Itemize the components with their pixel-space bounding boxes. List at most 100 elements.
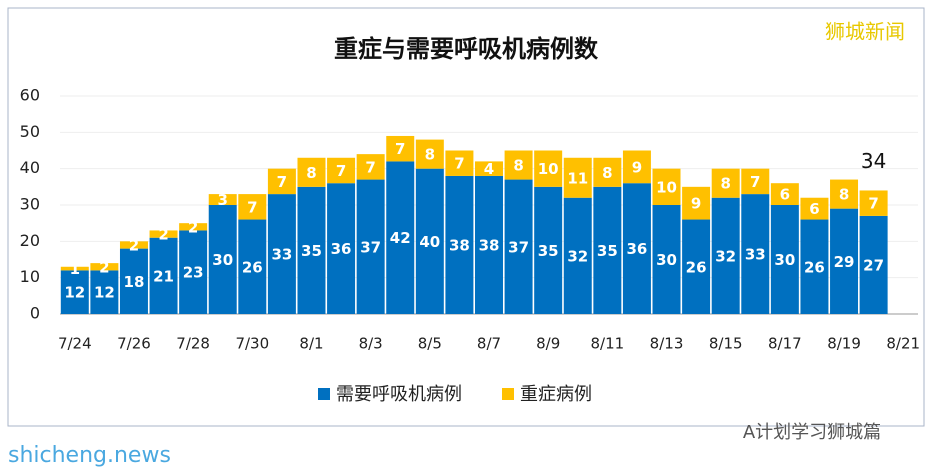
legend-swatch [502,388,514,400]
x-tick-label: 8/3 [359,335,383,353]
watermark: A计划学习狮城篇 [743,422,881,443]
value-label: 1 [70,260,80,278]
bar-segment [356,154,385,180]
value-label: 2 [99,258,109,276]
value-label: 7 [336,162,346,180]
y-tick-label: 60 [20,86,40,105]
bar-segment [830,208,859,314]
x-tick-label: 8/17 [768,335,802,353]
bar-segment [593,186,622,314]
x-tick-label: 7/26 [117,335,151,353]
x-tick-label: 8/7 [477,335,501,353]
x-tick-label: 8/1 [299,335,323,353]
value-label: 6 [809,200,819,218]
bar-segment [830,179,859,209]
x-tick-label: 7/30 [235,335,269,353]
watermark: 狮城新闻 [825,20,905,44]
value-label: 32 [715,247,736,265]
bar-segment [859,215,888,314]
annotation: 34 [861,149,886,173]
bar-segment [475,161,503,176]
x-tick-label: 8/9 [536,335,560,353]
bar-segment [90,263,119,271]
bar-segment [267,194,296,314]
value-label: 8 [425,146,435,164]
value-label: 26 [242,258,263,276]
value-label: 10 [656,178,677,196]
bar-segment [563,197,592,314]
y-tick-label: 10 [20,267,40,286]
x-tick-label: 8/15 [709,335,743,353]
value-label: 8 [513,157,523,175]
bar-segment [859,190,888,216]
y-tick-label: 30 [20,195,40,214]
value-label: 23 [183,264,204,282]
x-tick-label: 7/24 [58,335,92,353]
bar-segment [208,205,237,314]
value-label: 8 [306,164,316,182]
legend-label: 重症病例 [520,384,592,405]
x-tick-label: 7/28 [176,335,210,353]
value-label: 42 [390,229,411,247]
bar-segment [652,168,681,205]
value-label: 40 [419,233,440,251]
bar-segment [267,168,296,195]
bar-segment [60,270,89,314]
bar-segment [652,205,681,314]
value-label: 27 [863,256,884,274]
value-label: 30 [656,251,677,269]
value-label: 2 [158,226,168,244]
legend-label: 需要呼吸机病例 [336,384,462,405]
value-label: 30 [774,251,795,269]
bar-segment [208,194,237,205]
y-tick-label: 40 [20,158,40,177]
bar-segment [800,197,829,220]
x-tick-label: 8/5 [418,335,442,353]
legend-swatch [318,388,330,400]
y-tick-label: 50 [20,122,40,141]
value-label: 7 [247,198,257,216]
value-label: 7 [454,155,464,173]
bar-segment [297,186,326,314]
value-label: 21 [153,267,174,285]
value-label: 38 [449,236,470,254]
bar-segment [415,168,444,314]
value-label: 2 [129,236,139,254]
value-label: 9 [632,158,642,176]
bar-segment [622,150,651,184]
x-tick-label: 8/11 [591,335,625,353]
value-label: 37 [360,238,381,256]
bar-segment [238,219,267,314]
bar-segment [149,237,178,314]
value-label: 7 [868,195,878,213]
value-label: 12 [94,284,115,302]
bar-segment [445,175,474,314]
y-tick-label: 20 [20,231,40,250]
bar-segment [415,139,444,169]
value-label: 36 [626,240,647,258]
bar-segment [327,157,356,184]
bar-segment [741,168,770,195]
bar-segment [563,157,592,198]
bar-segment [327,183,356,314]
value-label: 38 [479,236,500,254]
bar-segment [179,223,208,231]
bar-segment [149,230,178,238]
bar-segment [297,157,326,187]
value-label: 11 [567,169,588,187]
value-label: 7 [365,158,375,176]
value-label: 9 [691,195,701,213]
value-label: 35 [538,242,559,260]
bar-segment [770,183,799,205]
bar-segment [711,197,740,314]
bar-segment [682,219,711,314]
bar-segment [534,186,563,314]
value-label: 30 [212,251,233,269]
value-label: 8 [720,175,730,193]
bar-segment [770,205,799,314]
bar-segment [711,168,740,198]
bar-segment [741,194,770,314]
bar-segment [800,219,829,314]
bar-segment [386,135,415,162]
bar-segment [119,241,148,249]
